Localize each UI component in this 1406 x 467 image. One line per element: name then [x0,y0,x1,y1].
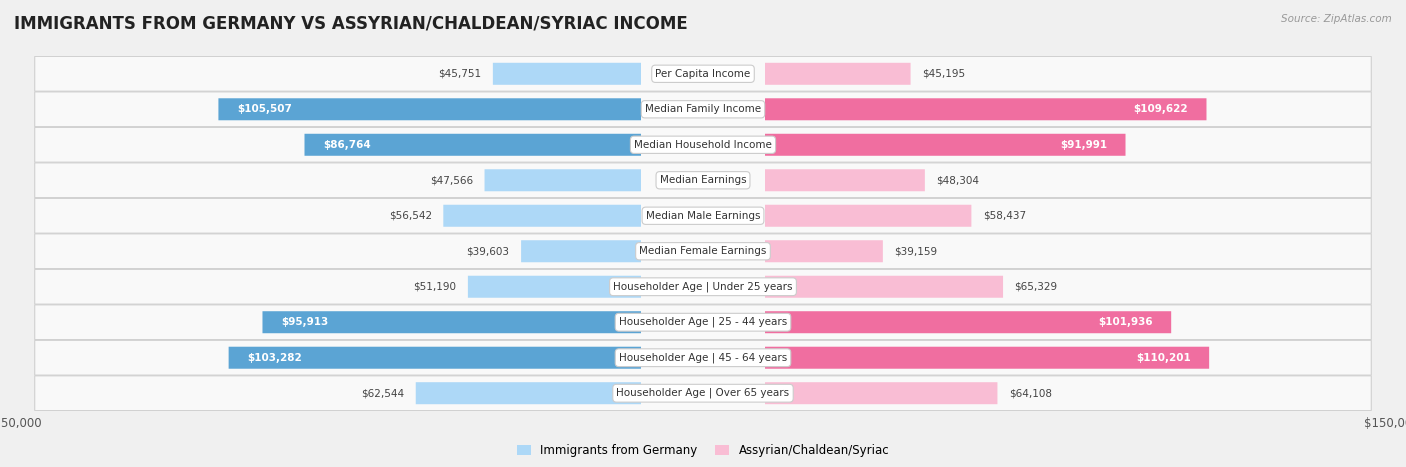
Text: $110,201: $110,201 [1136,353,1191,363]
FancyBboxPatch shape [765,240,883,262]
Text: $39,159: $39,159 [894,246,938,256]
FancyBboxPatch shape [305,134,641,156]
FancyBboxPatch shape [416,382,641,404]
Text: Householder Age | Over 65 years: Householder Age | Over 65 years [616,388,790,398]
Text: $109,622: $109,622 [1133,104,1188,114]
FancyBboxPatch shape [765,169,925,191]
FancyBboxPatch shape [765,205,972,227]
FancyBboxPatch shape [35,57,1371,91]
FancyBboxPatch shape [443,205,641,227]
Text: $101,936: $101,936 [1098,317,1153,327]
Text: $39,603: $39,603 [467,246,509,256]
FancyBboxPatch shape [765,311,1171,333]
Text: $65,329: $65,329 [1015,282,1057,292]
FancyBboxPatch shape [35,163,1371,198]
Text: $45,751: $45,751 [439,69,481,79]
FancyBboxPatch shape [765,134,1126,156]
FancyBboxPatch shape [35,198,1371,233]
Text: $105,507: $105,507 [236,104,291,114]
FancyBboxPatch shape [263,311,641,333]
Text: $45,195: $45,195 [922,69,965,79]
Text: Median Earnings: Median Earnings [659,175,747,185]
Text: IMMIGRANTS FROM GERMANY VS ASSYRIAN/CHALDEAN/SYRIAC INCOME: IMMIGRANTS FROM GERMANY VS ASSYRIAN/CHAL… [14,14,688,32]
Text: $47,566: $47,566 [430,175,472,185]
FancyBboxPatch shape [765,98,1206,120]
Text: Householder Age | 45 - 64 years: Householder Age | 45 - 64 years [619,353,787,363]
Text: $64,108: $64,108 [1010,388,1052,398]
FancyBboxPatch shape [35,127,1371,162]
FancyBboxPatch shape [494,63,641,85]
Text: Median Male Earnings: Median Male Earnings [645,211,761,221]
FancyBboxPatch shape [35,340,1371,375]
FancyBboxPatch shape [35,376,1371,410]
FancyBboxPatch shape [522,240,641,262]
Text: Per Capita Income: Per Capita Income [655,69,751,79]
FancyBboxPatch shape [229,347,641,369]
FancyBboxPatch shape [765,276,1002,298]
FancyBboxPatch shape [765,63,911,85]
Text: $86,764: $86,764 [323,140,371,150]
FancyBboxPatch shape [218,98,641,120]
Legend: Immigrants from Germany, Assyrian/Chaldean/Syriac: Immigrants from Germany, Assyrian/Chalde… [512,439,894,462]
FancyBboxPatch shape [35,92,1371,127]
Text: Median Household Income: Median Household Income [634,140,772,150]
Text: $51,190: $51,190 [413,282,457,292]
Text: $95,913: $95,913 [281,317,328,327]
Text: $62,544: $62,544 [361,388,405,398]
Text: Median Family Income: Median Family Income [645,104,761,114]
FancyBboxPatch shape [765,347,1209,369]
FancyBboxPatch shape [35,305,1371,340]
FancyBboxPatch shape [35,269,1371,304]
FancyBboxPatch shape [35,234,1371,269]
FancyBboxPatch shape [485,169,641,191]
Text: $48,304: $48,304 [936,175,980,185]
Text: $103,282: $103,282 [247,353,302,363]
Text: $58,437: $58,437 [983,211,1026,221]
Text: $91,991: $91,991 [1060,140,1107,150]
Text: Householder Age | 25 - 44 years: Householder Age | 25 - 44 years [619,317,787,327]
FancyBboxPatch shape [765,382,997,404]
FancyBboxPatch shape [468,276,641,298]
Text: Householder Age | Under 25 years: Householder Age | Under 25 years [613,282,793,292]
Text: Source: ZipAtlas.com: Source: ZipAtlas.com [1281,14,1392,24]
Text: $56,542: $56,542 [388,211,432,221]
Text: Median Female Earnings: Median Female Earnings [640,246,766,256]
